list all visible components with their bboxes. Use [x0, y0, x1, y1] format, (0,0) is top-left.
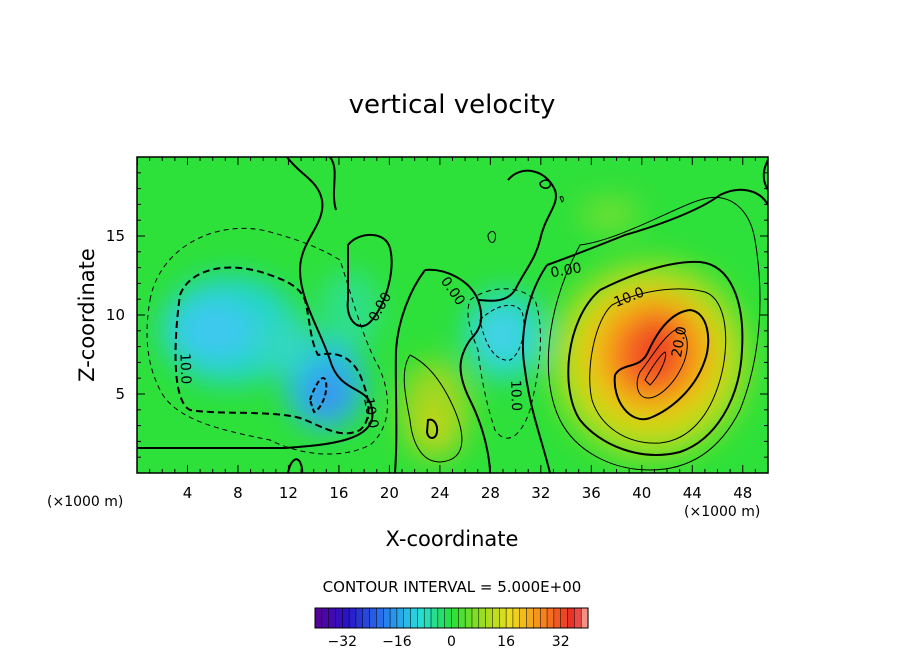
x-unit-label-left: (×1000 m) — [47, 494, 123, 510]
colorbar-swatch — [533, 607, 541, 629]
colorbar-swatch — [512, 607, 521, 629]
x-tick-label: 16 — [329, 484, 348, 502]
colorbar-swatch — [451, 607, 459, 629]
axis-ticks — [137, 157, 768, 473]
colorbar-swatch — [335, 607, 343, 629]
colorbar-swatch — [376, 607, 384, 629]
contour-label: 20.0 — [669, 325, 690, 358]
colorbar-frame — [314, 607, 589, 629]
colorbar-swatch — [423, 607, 432, 629]
colorbar-swatch — [526, 607, 534, 629]
colorbar-swatch — [560, 607, 569, 629]
colorbar-swatch — [417, 607, 425, 629]
colorbar-swatch — [314, 607, 323, 629]
colorbar-swatch — [574, 607, 582, 629]
colorbar-tick-label: −16 — [382, 634, 412, 650]
colorbar-tick-label: 0 — [447, 634, 456, 650]
x-tick-label: 48 — [733, 484, 752, 502]
colorbar-tick-label: 32 — [552, 634, 570, 650]
colorbar-swatch — [519, 607, 528, 629]
contour-interval-label: CONTOUR INTERVAL = 5.000E+00 — [323, 578, 582, 596]
plot-area — [137, 157, 768, 473]
contour-label: 10.0 — [507, 380, 524, 412]
colorbar-swatch — [369, 607, 377, 629]
colorbar-swatch — [383, 607, 391, 629]
colorbar-swatch — [328, 607, 337, 629]
colorbar-swatch — [410, 607, 418, 629]
colorbar-tick-label: −32 — [328, 634, 358, 650]
colorbar-swatch — [342, 607, 350, 629]
colorbar-swatch — [430, 607, 439, 629]
contour-label: 0.00 — [549, 260, 582, 281]
colorbar-swatch — [362, 607, 371, 629]
colorbar-swatch — [553, 607, 562, 629]
colorbar — [314, 607, 589, 629]
x-tick-label: 44 — [683, 484, 702, 502]
colorbar-swatch — [478, 607, 487, 629]
x-tick-label: 4 — [183, 484, 193, 502]
colorbar-tick-labels: −32 −16 0 16 32 — [328, 634, 570, 650]
colorbar-swatch — [485, 607, 493, 629]
x-tick-label: 32 — [531, 484, 550, 502]
colorbar-swatch — [348, 607, 357, 629]
colorbar-swatch — [464, 607, 473, 629]
colorbar-swatch — [355, 607, 364, 629]
colorbar-swatch — [471, 607, 480, 629]
x-tick-label: 24 — [430, 484, 449, 502]
colorbar-swatch — [396, 607, 405, 629]
y-tick-label: 10 — [106, 306, 125, 324]
x-tick-label: 40 — [632, 484, 651, 502]
colorbar-swatch — [321, 607, 330, 629]
colorbar-swatch — [505, 607, 514, 629]
colorbar-swatch — [567, 607, 575, 629]
colorbar-swatch — [403, 607, 412, 629]
colorbar-swatch — [546, 607, 555, 629]
colorbar-swatch — [539, 607, 548, 629]
x-unit-label-right: (×1000 m) — [684, 504, 760, 520]
colorbar-swatch — [437, 607, 446, 629]
colorbar-swatch — [492, 607, 500, 629]
x-axis-label: X-coordinate — [386, 527, 519, 551]
chart-title: vertical velocity — [349, 90, 556, 120]
y-tick-label: 15 — [106, 227, 125, 245]
colorbar-swatch — [444, 607, 453, 629]
contour-label: 10.0 — [176, 353, 193, 385]
x-tick-label: 8 — [233, 484, 243, 502]
colorbar-tick-label: 16 — [497, 634, 515, 650]
color-field — [160, 197, 750, 460]
colorbar-swatch — [389, 607, 398, 629]
x-tick-label: 28 — [481, 484, 500, 502]
contour-lines — [137, 157, 768, 473]
x-tick-label: 12 — [279, 484, 298, 502]
x-tick-label: 20 — [380, 484, 399, 502]
colorbar-swatch — [580, 607, 589, 629]
colorbar-swatch — [458, 607, 466, 629]
x-tick-label: 36 — [582, 484, 601, 502]
y-axis-label: Z-coordinate — [75, 248, 99, 382]
contour-label: 10.0 — [360, 396, 381, 429]
y-tick-label: 5 — [115, 385, 125, 403]
colorbar-swatch — [499, 607, 507, 629]
